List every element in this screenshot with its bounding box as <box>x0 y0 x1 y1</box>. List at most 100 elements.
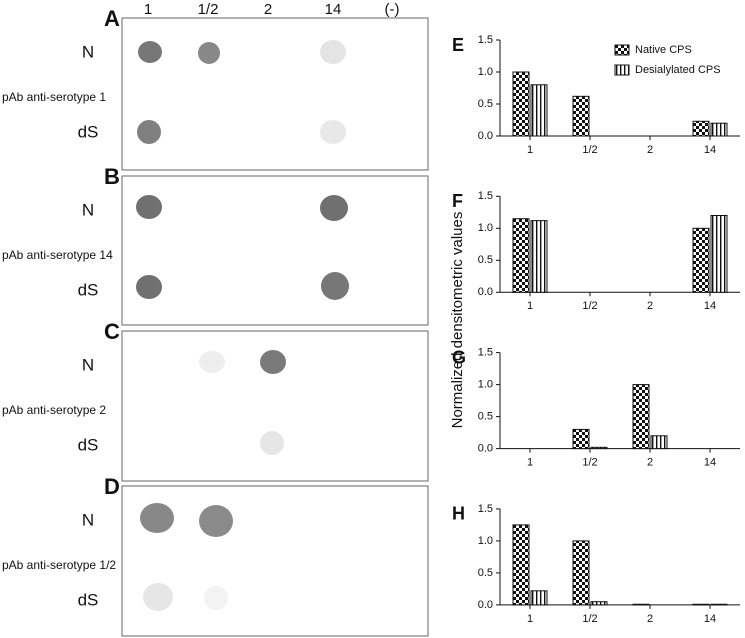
x-tick-label: 14 <box>704 613 716 625</box>
bar <box>530 590 548 606</box>
dot <box>204 586 228 610</box>
y-tick-label: 0.5 <box>478 567 493 579</box>
antibody-label: pAb anti-serotype 2 <box>2 403 106 417</box>
panel-letter: B <box>104 164 120 189</box>
antibody-label: pAb anti-serotype 1/2 <box>2 558 116 572</box>
dot <box>140 503 174 533</box>
row-label: dS <box>78 590 99 609</box>
x-tick-label: 1/2 <box>582 613 597 625</box>
y-tick-label: 1.0 <box>478 66 493 78</box>
blot-frame <box>121 485 429 637</box>
y-tick-label: 1.5 <box>478 503 493 515</box>
dot <box>260 350 286 374</box>
blot-dots <box>121 17 429 637</box>
y-tick-label: 1.5 <box>478 347 493 359</box>
dot <box>320 195 348 221</box>
bar <box>572 95 590 137</box>
y-tick-label: 0.0 <box>478 443 493 455</box>
dot <box>137 120 161 144</box>
bar <box>710 603 728 606</box>
bar <box>572 540 590 606</box>
column-label: 2 <box>264 1 272 18</box>
y-tick-label: 1.0 <box>478 379 493 391</box>
panel-letter: D <box>104 474 120 499</box>
y-tick-label: 0.5 <box>478 254 493 266</box>
row-label: dS <box>78 435 99 454</box>
row-label: dS <box>78 122 99 141</box>
column-label: (-) <box>385 1 400 18</box>
bar <box>692 120 710 137</box>
dot <box>138 41 162 63</box>
x-tick-label: 14 <box>704 300 716 312</box>
legend-label: Desialylated CPS <box>635 64 721 76</box>
dot <box>321 272 349 300</box>
x-tick-label: 1/2 <box>582 144 597 156</box>
antibody-label: pAb anti-serotype 14 <box>2 248 113 262</box>
panel-letter: E <box>452 35 464 55</box>
row-label: N <box>82 200 94 219</box>
x-tick-label: 1 <box>527 300 533 312</box>
x-tick-label: 2 <box>647 457 653 469</box>
y-tick-label: 0.0 <box>478 286 493 298</box>
x-tick-label: 1 <box>527 457 533 469</box>
column-label: 1/2 <box>198 1 219 18</box>
blot-frame <box>121 17 429 171</box>
dot <box>199 351 225 373</box>
x-tick-label: 14 <box>704 144 716 156</box>
dot <box>199 505 233 537</box>
bar <box>692 227 710 293</box>
legend-swatch <box>614 64 630 76</box>
antibody-label: pAb anti-serotype 1 <box>2 90 106 104</box>
y-tick-label: 1.0 <box>478 222 493 234</box>
bar <box>512 524 530 606</box>
bar <box>650 435 668 450</box>
bar <box>590 446 608 450</box>
x-tick-label: 2 <box>647 613 653 625</box>
dot <box>198 42 220 64</box>
row-label: N <box>82 42 94 61</box>
x-tick-label: 1 <box>527 144 533 156</box>
blot-frame <box>121 175 429 326</box>
dot <box>136 275 162 299</box>
y-tick-label: 1.5 <box>478 34 493 46</box>
y-axis-label: Normalized densitometric values <box>449 212 466 429</box>
bar <box>530 84 548 137</box>
x-tick-label: 1/2 <box>582 300 597 312</box>
y-tick-label: 0.5 <box>478 411 493 423</box>
bar <box>530 220 548 293</box>
y-tick-label: 0.5 <box>478 98 493 110</box>
panel-letter: A <box>104 6 120 31</box>
column-label: 14 <box>325 1 342 18</box>
dot <box>320 120 346 144</box>
panel-letter: H <box>452 504 465 524</box>
dot <box>136 195 162 219</box>
x-tick-label: 14 <box>704 457 716 469</box>
panel-letter: F <box>452 191 463 211</box>
bar <box>512 71 530 137</box>
bar <box>710 122 728 137</box>
y-tick-label: 1.5 <box>478 190 493 202</box>
legend-label: Native CPS <box>635 44 692 56</box>
panel-letter: C <box>104 319 120 344</box>
bar <box>572 428 590 450</box>
y-tick-label: 0.0 <box>478 130 493 142</box>
legend-swatch <box>614 44 630 56</box>
dot <box>260 431 284 455</box>
bar <box>692 603 710 606</box>
bar <box>632 384 650 450</box>
x-tick-label: 1/2 <box>582 457 597 469</box>
panel-letter: G <box>452 347 466 367</box>
x-tick-label: 1 <box>527 613 533 625</box>
x-tick-label: 2 <box>647 144 653 156</box>
y-tick-label: 1.0 <box>478 535 493 547</box>
row-label: dS <box>78 280 99 299</box>
bar <box>710 215 728 293</box>
row-label: N <box>82 355 94 374</box>
dot <box>143 583 173 611</box>
row-label: N <box>82 510 94 529</box>
bar <box>590 601 608 606</box>
bar <box>512 218 530 293</box>
column-label: 1 <box>144 1 152 18</box>
bar <box>632 603 650 606</box>
